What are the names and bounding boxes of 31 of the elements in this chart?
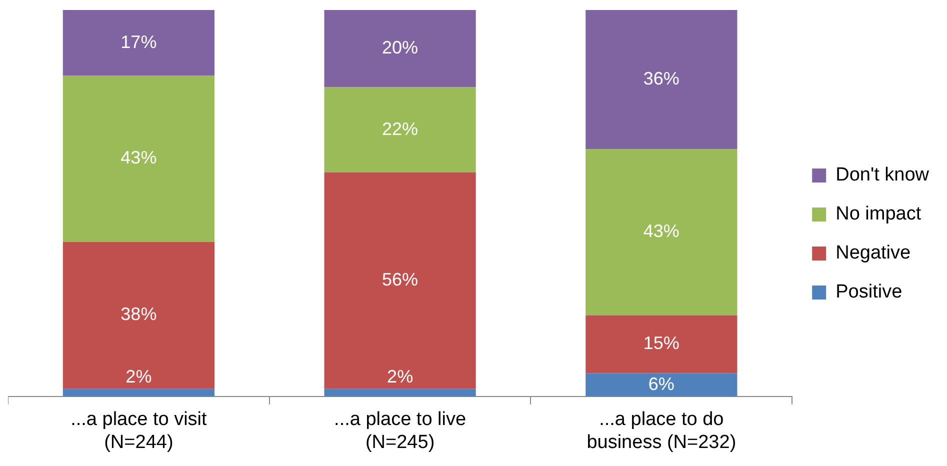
legend-label: No impact bbox=[836, 204, 922, 225]
bar bbox=[324, 10, 476, 88]
bar bbox=[62, 10, 214, 76]
data-label: 17% bbox=[120, 32, 157, 52]
data-label: 6% bbox=[648, 374, 674, 394]
legend-label: Negative bbox=[836, 242, 911, 264]
bar bbox=[324, 388, 476, 396]
legend-label: Positive bbox=[836, 282, 902, 303]
bar bbox=[62, 242, 214, 389]
bar bbox=[586, 10, 738, 150]
x-tick-label: ...a place to visit (N=244) bbox=[70, 409, 208, 453]
data-label: 43% bbox=[643, 221, 680, 242]
data-label: 2% bbox=[387, 366, 414, 387]
data-label: 38% bbox=[120, 304, 157, 324]
bar bbox=[324, 172, 476, 389]
bar bbox=[62, 388, 214, 396]
data-label: 20% bbox=[382, 38, 418, 58]
x-tick-label: ...a place to live (N=245) bbox=[334, 409, 466, 453]
data-label: 36% bbox=[643, 68, 680, 89]
data-label: 2% bbox=[126, 366, 152, 387]
bar bbox=[586, 373, 738, 396]
bar bbox=[586, 149, 738, 316]
data-label: 56% bbox=[382, 269, 418, 290]
data-label: 43% bbox=[120, 148, 157, 168]
bar bbox=[586, 315, 738, 374]
bar bbox=[62, 76, 214, 242]
legend-label: Don't know bbox=[836, 164, 930, 186]
x-tick-label: ...a place to do business (N=232) bbox=[586, 409, 736, 453]
bar bbox=[324, 87, 476, 172]
data-label: 15% bbox=[643, 333, 680, 354]
data-label: 22% bbox=[382, 118, 418, 139]
